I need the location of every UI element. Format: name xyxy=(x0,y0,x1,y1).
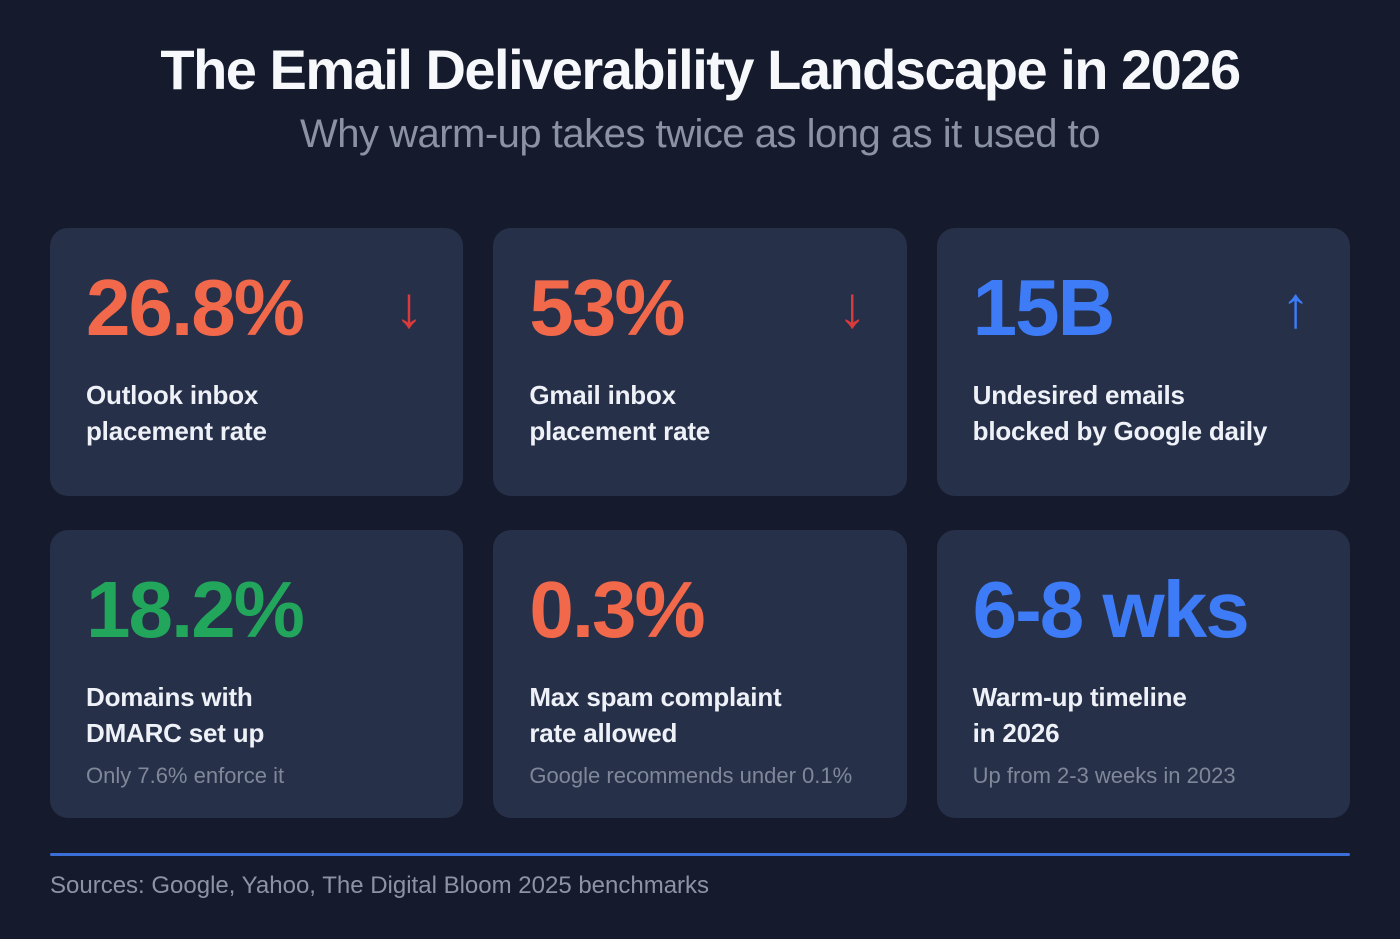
stat-card-dmarc-domains: 18.2% Domains with DMARC set up Only 7.6… xyxy=(50,530,464,819)
stat-label: Warm-up timeline in 2026 xyxy=(972,682,1187,748)
stat-label: Max spam complaint rate allowed xyxy=(529,682,782,748)
stat-value: 18.2% xyxy=(86,565,305,655)
stat-value-row: 53% ↓ xyxy=(529,268,870,348)
stat-value: 0.3% xyxy=(529,565,705,655)
stat-subnote: Up from 2-3 weeks in 2023 xyxy=(972,763,1236,789)
stat-value: 6-8 wks xyxy=(972,565,1250,655)
trend-down-icon: ↓ xyxy=(837,275,867,341)
stat-card-outlook-placement: 26.8% ↓ Outlook inbox placement rate xyxy=(50,228,464,497)
stat-label: Outlook inbox placement rate xyxy=(86,380,267,446)
stat-label: Gmail inbox placement rate xyxy=(529,380,711,446)
page-title: The Email Deliverability Landscape in 20… xyxy=(160,38,1241,101)
stat-value: 15B xyxy=(972,263,1116,353)
stat-value-row: 0.3% xyxy=(529,570,870,650)
stat-value-row: 26.8% ↓ xyxy=(86,268,427,348)
stat-subnote: Only 7.6% enforce it xyxy=(86,763,285,789)
stat-value-row: 15B ↑ xyxy=(973,268,1314,348)
stat-label: Domains with DMARC set up xyxy=(86,682,265,748)
stat-subnote: Google recommends under 0.1% xyxy=(529,763,853,789)
stat-card-spam-complaint-rate: 0.3% Max spam complaint rate allowed Goo… xyxy=(493,530,907,819)
stats-grid: 26.8% ↓ Outlook inbox placement rate 53%… xyxy=(50,228,1350,819)
stat-card-gmail-placement: 53% ↓ Gmail inbox placement rate xyxy=(493,228,907,497)
stat-value-row: 18.2% xyxy=(86,570,427,650)
stat-value-row: 6-8 wks xyxy=(973,570,1314,650)
stat-label: Undesired emails blocked by Google daily xyxy=(972,380,1268,446)
page-subtitle: Why warm-up takes twice as long as it us… xyxy=(299,112,1101,157)
divider-line xyxy=(50,853,1350,857)
stat-card-blocked-emails: 15B ↑ Undesired emails blocked by Google… xyxy=(936,228,1350,497)
trend-up-icon: ↑ xyxy=(1281,275,1310,341)
stat-value: 26.8% xyxy=(86,263,305,353)
sources-text: Sources: Google, Yahoo, The Digital Bloo… xyxy=(50,872,710,900)
stat-card-warmup-timeline: 6-8 wks Warm-up timeline in 2026 Up from… xyxy=(936,530,1350,819)
trend-down-icon: ↓ xyxy=(394,275,424,341)
stat-value: 53% xyxy=(529,263,685,353)
